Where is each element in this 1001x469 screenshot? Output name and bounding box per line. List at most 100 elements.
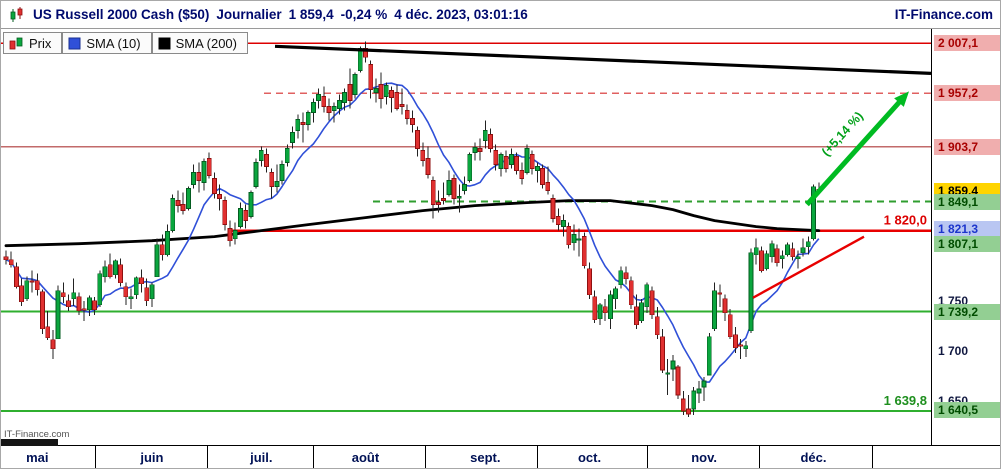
month-label: déc. [800,450,827,465]
candle [785,244,790,256]
candle [321,96,327,107]
price-axis-badge: 1 807,1 [934,235,1000,252]
candle [774,248,780,264]
chart-canvas[interactable]: (+5,14 %) 1 820,0 1 639,8 [1,29,932,445]
candle [55,290,61,340]
candle [258,150,264,161]
candle [592,296,598,321]
candle [133,277,139,296]
price-axis[interactable]: 2 007,1 1 957,2 1 903,7 1 859,4 1 849,1 1 821… [931,29,1000,445]
last-price: 1 859,4 [288,7,334,22]
candle [170,198,176,232]
candle [149,284,155,300]
month-tick [425,446,427,468]
price-axis-badge: 1 957,2 [934,85,1000,102]
candle [701,380,707,388]
price-axis-badge: 1 849,1 [934,193,1000,210]
candle [3,256,9,261]
candle [8,259,14,266]
candle [514,156,519,171]
candle [436,202,441,205]
candle [24,280,30,300]
candle [717,292,723,295]
candle [331,106,337,111]
candle [540,168,546,185]
candle [71,292,77,300]
change-percent: -0,24 % [340,7,388,22]
candle [524,148,530,173]
candle [185,188,191,210]
time-axis[interactable]: mai juin juil. août sept. oct. nov. déc. [1,445,1000,468]
candle [86,297,92,311]
candle [634,306,639,326]
candle [686,408,691,415]
candle [248,192,254,218]
candle [29,280,35,283]
candle [159,244,165,256]
candle [253,162,259,187]
candle [238,208,243,228]
price-series-icon [9,37,23,49]
legend-sma10[interactable]: SMA (10) [62,32,152,54]
price-axis-badge: 1 821,3 [934,221,1000,238]
candle [670,360,676,370]
month-tick [94,446,96,468]
candle [790,248,796,258]
legend-price[interactable]: Prix [3,32,63,54]
candle [154,244,160,278]
month-label: juin [140,450,164,465]
month-label: juil. [250,450,273,465]
candle [779,255,785,260]
candle [503,156,509,169]
on-chart-price-label: 1 820,0 [884,213,927,228]
candle [144,287,150,302]
candle [488,134,493,149]
legend-sma200[interactable]: SMA (200) [151,32,248,54]
candle [404,110,410,119]
month-tick [872,446,874,468]
month-label: nov. [691,450,717,465]
candle [482,130,488,141]
candle [639,302,645,322]
candle [602,306,608,314]
candle [759,250,764,272]
candle [535,166,540,171]
candle [399,104,405,107]
candle [738,344,744,347]
candle [415,130,420,149]
sma200-icon [158,37,171,49]
candle [102,266,108,278]
candle [477,148,483,152]
candle [222,200,228,226]
candle [748,252,754,332]
candle [284,148,290,163]
month-label: août [351,450,380,465]
candle [97,273,103,306]
candle [675,366,681,396]
candle [211,178,217,194]
candle [456,196,462,199]
candle [545,182,551,191]
candle [446,180,452,195]
price-axis-tick: 1 700 [938,343,969,358]
candle [576,238,582,241]
candle [712,290,717,330]
candle [430,180,436,205]
candle [175,200,181,206]
candle [113,260,118,276]
candle [389,90,394,98]
candle [368,63,374,90]
candle [493,150,499,165]
candle [733,334,738,349]
legend-price-label: Prix [29,35,52,51]
candle [529,154,535,169]
candle [295,119,301,131]
candle [76,296,82,312]
candle [264,154,269,167]
candle [462,184,467,191]
candle [607,294,613,320]
candle [420,150,426,161]
candle [498,154,504,169]
candle [206,158,212,176]
month-tick [537,446,539,468]
